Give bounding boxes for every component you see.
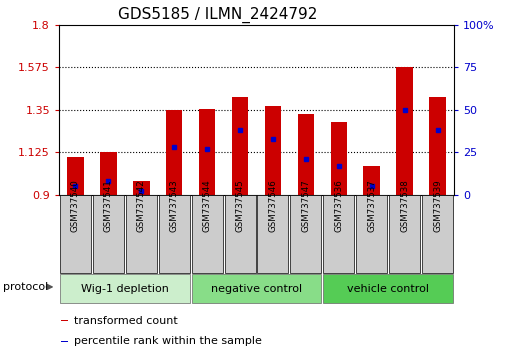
- Bar: [100, 152, 116, 195]
- Text: GSM737544: GSM737544: [203, 179, 212, 232]
- Text: percentile rank within the sample: percentile rank within the sample: [74, 336, 262, 346]
- Text: GSM737545: GSM737545: [235, 179, 245, 232]
- Text: GDS5185 / ILMN_2424792: GDS5185 / ILMN_2424792: [118, 7, 318, 23]
- Bar: [323, 274, 453, 303]
- Text: GSM737539: GSM737539: [433, 179, 442, 232]
- Text: GSM737543: GSM737543: [170, 179, 179, 232]
- Bar: [166, 110, 183, 195]
- Bar: [67, 157, 84, 195]
- Bar: [61, 341, 68, 342]
- Bar: [126, 195, 157, 273]
- Bar: [60, 195, 91, 273]
- Bar: [298, 114, 314, 195]
- Bar: [93, 195, 124, 273]
- Bar: [323, 195, 354, 273]
- Text: GSM737547: GSM737547: [301, 179, 310, 232]
- Bar: [225, 195, 255, 273]
- Bar: [290, 195, 321, 273]
- Text: negative control: negative control: [211, 284, 302, 293]
- Text: Wig-1 depletion: Wig-1 depletion: [81, 284, 169, 293]
- Bar: [133, 182, 149, 195]
- Text: GSM737536: GSM737536: [334, 179, 343, 232]
- Bar: [61, 320, 68, 321]
- Bar: [192, 195, 223, 273]
- Bar: [429, 97, 446, 195]
- Text: GSM737542: GSM737542: [137, 179, 146, 232]
- Bar: [422, 195, 453, 273]
- Text: GSM737541: GSM737541: [104, 179, 113, 232]
- Bar: [364, 166, 380, 195]
- Text: protocol: protocol: [3, 282, 48, 292]
- Bar: [258, 195, 288, 273]
- Bar: [389, 195, 420, 273]
- Text: vehicle control: vehicle control: [347, 284, 429, 293]
- Bar: [330, 122, 347, 195]
- Bar: [232, 97, 248, 195]
- Bar: [265, 106, 281, 195]
- Bar: [60, 274, 190, 303]
- Bar: [199, 109, 215, 195]
- Bar: [159, 195, 190, 273]
- Text: GSM737538: GSM737538: [400, 179, 409, 232]
- Text: GSM737537: GSM737537: [367, 179, 376, 232]
- Text: GSM737546: GSM737546: [268, 179, 278, 232]
- Bar: [192, 274, 321, 303]
- Bar: [356, 195, 387, 273]
- Text: transformed count: transformed count: [74, 315, 178, 326]
- Bar: [397, 67, 413, 195]
- Text: GSM737540: GSM737540: [71, 179, 80, 232]
